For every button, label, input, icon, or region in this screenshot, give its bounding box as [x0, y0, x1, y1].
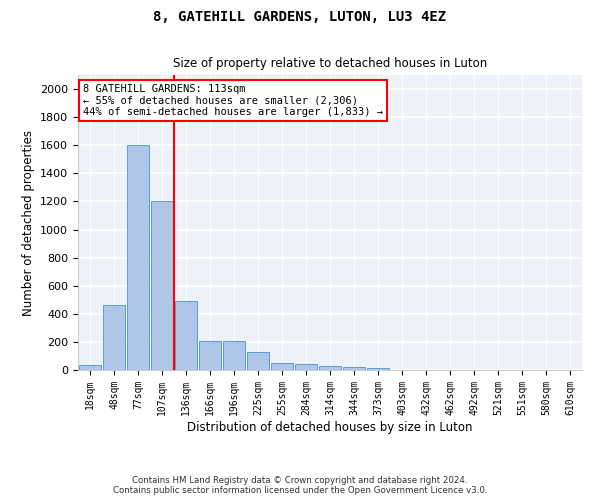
Bar: [247, 352, 269, 370]
Bar: [295, 364, 317, 370]
Bar: [151, 202, 173, 370]
Bar: [319, 366, 341, 370]
Bar: [223, 340, 245, 370]
Bar: [175, 301, 197, 370]
Bar: [103, 306, 125, 370]
Bar: [199, 340, 221, 370]
Text: 8 GATEHILL GARDENS: 113sqm
← 55% of detached houses are smaller (2,306)
44% of s: 8 GATEHILL GARDENS: 113sqm ← 55% of deta…: [83, 84, 383, 117]
X-axis label: Distribution of detached houses by size in Luton: Distribution of detached houses by size …: [187, 420, 473, 434]
Bar: [271, 363, 293, 370]
Text: 8, GATEHILL GARDENS, LUTON, LU3 4EZ: 8, GATEHILL GARDENS, LUTON, LU3 4EZ: [154, 10, 446, 24]
Title: Size of property relative to detached houses in Luton: Size of property relative to detached ho…: [173, 56, 487, 70]
Bar: [343, 367, 365, 370]
Text: Contains HM Land Registry data © Crown copyright and database right 2024.
Contai: Contains HM Land Registry data © Crown c…: [113, 476, 487, 495]
Y-axis label: Number of detached properties: Number of detached properties: [22, 130, 35, 316]
Bar: [127, 145, 149, 370]
Bar: [79, 365, 101, 370]
Bar: [367, 368, 389, 370]
